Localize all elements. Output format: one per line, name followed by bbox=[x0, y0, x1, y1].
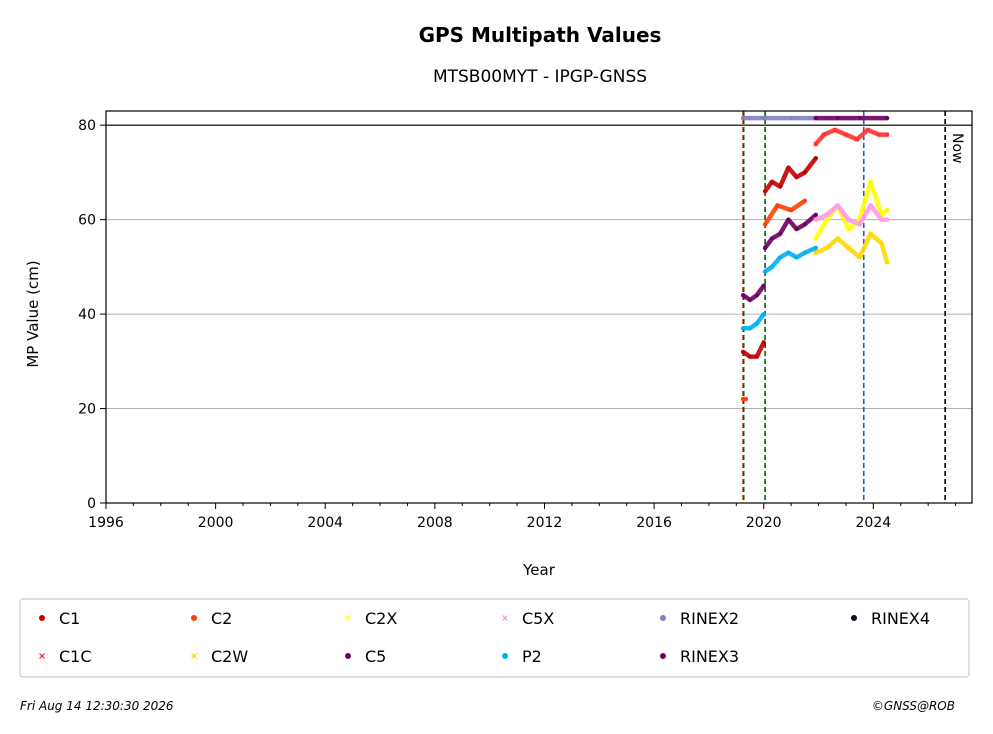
legend: C1 C1C C2 C2W C2X C5 C5X P2 RINEX2 RINEX3 RINEX4 bbox=[39, 609, 930, 666]
series-trace bbox=[762, 245, 819, 274]
y-tick-label: 0 bbox=[87, 496, 96, 512]
point bbox=[191, 615, 197, 621]
legend-label: C5 bbox=[365, 647, 386, 666]
point bbox=[502, 653, 508, 659]
plot-frame bbox=[105, 110, 973, 504]
data-marks bbox=[740, 115, 890, 402]
y-tick-label: 60 bbox=[78, 213, 96, 229]
legend-label: P2 bbox=[522, 647, 542, 666]
point bbox=[39, 653, 45, 659]
legend-label: RINEX4 bbox=[871, 609, 930, 628]
series-RINEX3 bbox=[813, 115, 890, 121]
x-axis-ticks: 1996 2000 2004 2008 2012 2016 2020 2024 bbox=[88, 503, 957, 531]
legend-label: C1C bbox=[59, 647, 92, 666]
series-trace bbox=[813, 203, 890, 227]
x-tick-label: 2020 bbox=[746, 515, 782, 531]
series-trace bbox=[740, 283, 766, 303]
series-trace bbox=[762, 155, 819, 194]
point bbox=[345, 653, 351, 659]
legend-label: C1 bbox=[59, 609, 80, 628]
y-axis-ticks: 0 20 40 60 80 bbox=[78, 118, 106, 512]
x-tick-label: 2000 bbox=[198, 515, 234, 531]
x-tick-label: 2024 bbox=[856, 515, 892, 531]
grid-lines bbox=[106, 124, 972, 410]
series-P2 bbox=[740, 245, 819, 331]
point bbox=[851, 615, 857, 621]
point bbox=[660, 653, 666, 659]
y-tick-label: 40 bbox=[78, 307, 96, 323]
y-tick-label: 20 bbox=[78, 402, 96, 418]
series-C1C bbox=[813, 127, 890, 147]
series-trace bbox=[740, 311, 766, 331]
series-trace bbox=[813, 127, 890, 147]
series-C2W bbox=[813, 231, 890, 265]
legend-label: RINEX2 bbox=[680, 609, 739, 628]
series-trace bbox=[813, 231, 890, 265]
point bbox=[345, 615, 351, 621]
reference-lines bbox=[742, 111, 946, 503]
x-tick-label: 1996 bbox=[88, 515, 124, 531]
y-axis-label: MP Value (cm) bbox=[24, 260, 42, 367]
point bbox=[660, 615, 666, 621]
legend-label: C2X bbox=[365, 609, 397, 628]
series-trace bbox=[762, 212, 819, 251]
point bbox=[502, 615, 508, 621]
series-trace bbox=[762, 198, 808, 227]
footer-timestamp: Fri Aug 14 12:30:30 2026 bbox=[20, 699, 174, 713]
series-C2X bbox=[813, 179, 890, 241]
x-tick-label: 2012 bbox=[527, 515, 563, 531]
legend-label: C2W bbox=[211, 647, 248, 666]
point bbox=[39, 615, 45, 621]
legend-label: C2 bbox=[211, 609, 232, 628]
x-axis-label: Year bbox=[522, 561, 556, 579]
x-tick-label: 2008 bbox=[417, 515, 453, 531]
x-tick-label: 2016 bbox=[636, 515, 672, 531]
x-tick-label: 2004 bbox=[307, 515, 343, 531]
series-trace bbox=[740, 340, 766, 359]
series-C5X bbox=[813, 203, 890, 227]
chart-title: GPS Multipath Values bbox=[419, 23, 662, 47]
series-C2 bbox=[740, 198, 808, 402]
series-C5 bbox=[740, 212, 819, 303]
legend-label: RINEX3 bbox=[680, 647, 739, 666]
y-tick-label: 80 bbox=[78, 118, 96, 134]
legend-label: C5X bbox=[522, 609, 554, 628]
chart-subtitle: MTSB00MYT - IPGP-GNSS bbox=[433, 67, 647, 87]
legend-box bbox=[19, 598, 970, 678]
series-RINEX2 bbox=[740, 115, 819, 121]
footer-credit: ©GNSS@ROB bbox=[872, 699, 955, 713]
series-C1 bbox=[740, 155, 819, 359]
now-label: Now bbox=[949, 133, 965, 164]
point bbox=[191, 653, 197, 659]
